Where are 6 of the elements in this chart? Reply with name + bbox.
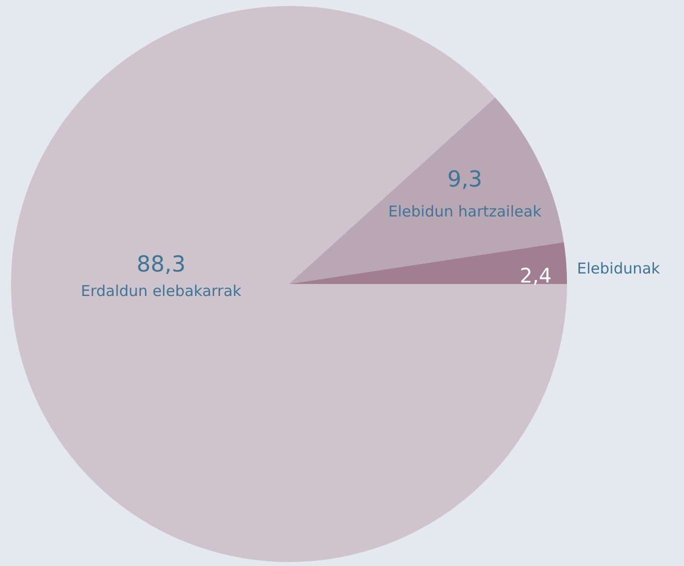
slice-label: Erdaldun elebakarrak <box>80 282 242 300</box>
data-label: 88,3 <box>136 252 186 278</box>
slice-label: Elebidunak <box>577 259 660 278</box>
data-label: 2,4 <box>520 264 552 288</box>
data-label: 9,3 <box>447 167 482 192</box>
slice-label: Elebidun hartzaileak <box>388 202 542 220</box>
